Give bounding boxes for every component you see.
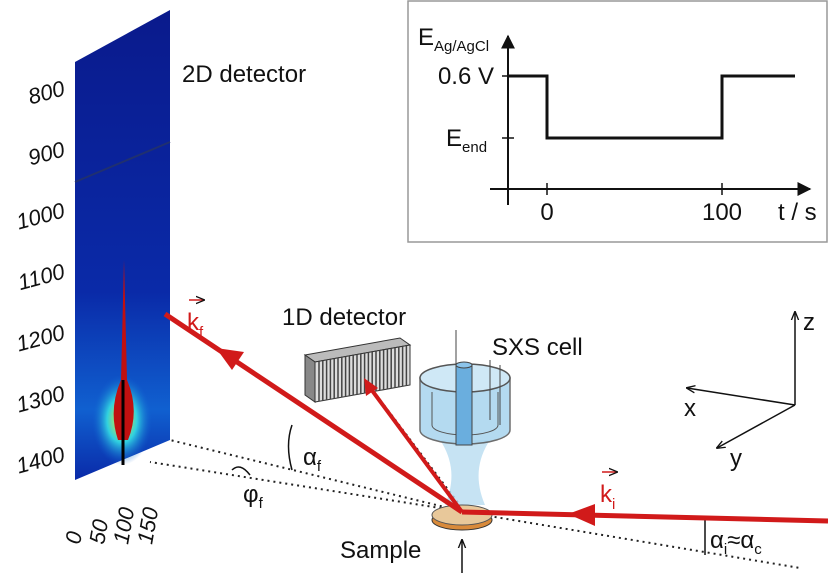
detector-y-tick: 800 (25, 75, 68, 109)
label-main: E (446, 125, 462, 152)
level-high: 0.6 V (438, 63, 494, 90)
axis-z: z (803, 309, 815, 336)
label-main: E (418, 24, 434, 51)
detector-x-tick: 150 (132, 505, 163, 546)
phi-f-label: φf (243, 481, 264, 512)
diagram: 2D detector 8009001000110012001300140005… (0, 0, 828, 573)
label-main: α (303, 444, 317, 471)
detector-y-tick: 1100 (15, 258, 68, 295)
cell-title: SXS cell (492, 334, 583, 361)
label-sub: c (754, 541, 762, 558)
axis-y: y (730, 445, 742, 472)
label-main: α (710, 527, 724, 554)
detector-1d (305, 338, 410, 402)
inset-x-tick: 100 (702, 199, 742, 226)
label-sub: f (259, 495, 264, 512)
detector-y-tick: 900 (25, 136, 68, 170)
detector-x-tick: 0 (60, 529, 87, 546)
label-sub: Ag/AgCl (434, 38, 489, 55)
angle-arc (289, 425, 293, 470)
axis-x: x (684, 395, 696, 422)
detector-y-tick: 1000 (14, 197, 68, 234)
label-main: α (740, 527, 754, 554)
detector-y-tick: 1400 (14, 441, 68, 478)
sample-title: Sample (340, 537, 421, 564)
inset-x-label: t / s (778, 199, 817, 226)
inset-x-tick: 0 (540, 199, 553, 226)
detector-2d (75, 10, 170, 480)
detector-1d-title: 1D detector (282, 304, 406, 331)
label-main: ≈ (727, 527, 740, 554)
label-main: φ (243, 481, 259, 508)
detector-y-tick: 1200 (14, 319, 68, 356)
detector-2d-title: 2D detector (182, 61, 306, 88)
k-i-label: ki (600, 481, 615, 513)
angle-arc (232, 467, 250, 475)
detector-y-tick: 1300 (14, 380, 68, 417)
alpha-f-label: αf (303, 444, 322, 475)
coordinate-axes (687, 312, 795, 448)
label-sub: f (317, 458, 322, 475)
incidence-label: αi≈αc (710, 527, 762, 558)
label-sub: i (612, 496, 615, 513)
label-sub: end (462, 139, 487, 156)
